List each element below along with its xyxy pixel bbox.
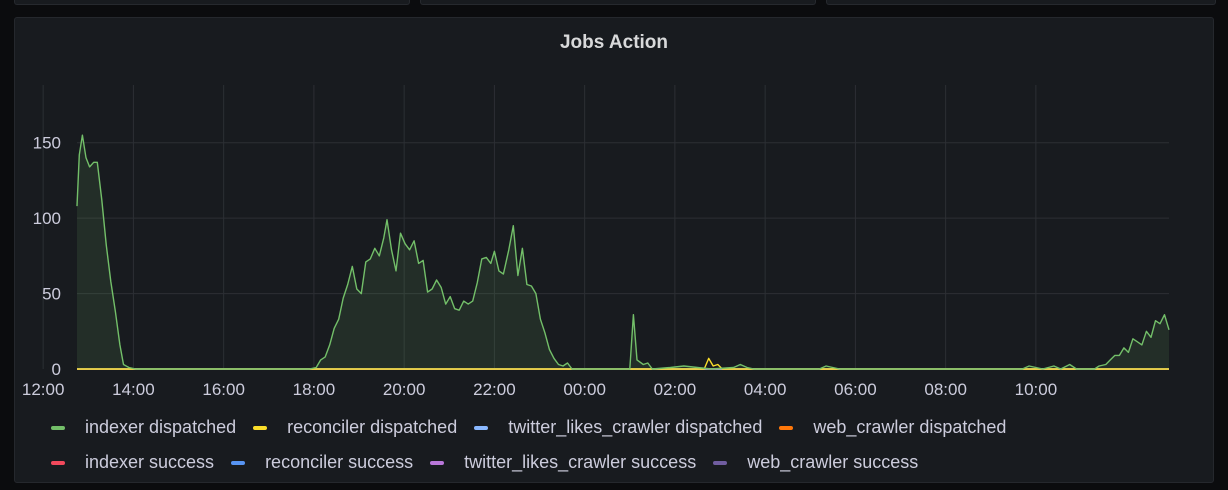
panel-above-1 (14, 0, 410, 5)
legend-item-indexer-success[interactable]: indexer success (51, 452, 214, 473)
legend-swatch-icon (474, 425, 489, 430)
legend-row-2: indexer success reconciler success twitter… (51, 445, 1191, 480)
x-tick-label-6: 02:00 (654, 380, 697, 399)
legend-swatch-icon (779, 425, 794, 430)
y-tick-label-2: 100 (33, 209, 61, 228)
jobs-action-panel[interactable]: Jobs Action 0 50 100 150 14:00 16:00 18:00 20:… (14, 17, 1214, 483)
legend-label: web_crawler dispatched (813, 417, 1007, 437)
legend-swatch-icon (713, 460, 728, 465)
panel-above-3 (826, 0, 1216, 5)
x-tick-label-3: 20:00 (383, 380, 426, 399)
legend-label: twitter_likes_crawler dispatched (508, 417, 763, 437)
legend-label: indexer dispatched (85, 417, 237, 437)
legend-swatch-icon (231, 460, 246, 465)
legend-item-reconciler-success[interactable]: reconciler success (231, 452, 413, 473)
x-tick-label-11: 12:00 (22, 380, 65, 399)
x-tick-label-2: 18:00 (293, 380, 336, 399)
y-tick-label-1: 50 (42, 285, 61, 304)
legend-label: reconciler success (265, 452, 414, 472)
series-line-indexer-dispatched[interactable] (76, 134, 1170, 370)
x-tick-label-9: 08:00 (924, 380, 967, 399)
panel-title[interactable]: Jobs Action (559, 32, 669, 53)
legend-item-reconciler-dispatched[interactable]: reconciler dispatched (253, 417, 457, 438)
chart-grid (42, 85, 1169, 370)
x-tick-label-5: 00:00 (563, 380, 606, 399)
legend-item-indexer-dispatched[interactable]: indexer dispatched (51, 417, 236, 438)
legend-item-web-crawler-dispatched[interactable]: web_crawler dispatched (779, 417, 1006, 438)
x-tick-label-0: 14:00 (112, 380, 155, 399)
legend-swatch-icon (253, 425, 268, 430)
x-axis: 14:00 16:00 18:00 20:00 22:00 00:00 02:00 04:00… (22, 380, 1057, 399)
legend-label: twitter_likes_crawler success (464, 452, 697, 472)
legend-item-web-crawler-success[interactable]: web_crawler success (713, 452, 918, 473)
legend-item-twitter-likes-crawler-dispatched[interactable]: twitter_likes_crawler dispatched (474, 417, 762, 438)
legend-row-1: indexer dispatched reconciler dispatched t… (51, 410, 1191, 445)
x-tick-label-1: 16:00 (202, 380, 245, 399)
y-tick-label-3: 150 (33, 134, 61, 153)
legend-item-twitter-likes-crawler-success[interactable]: twitter_likes_crawler success (430, 452, 696, 473)
time-series-chart[interactable]: 0 50 100 150 14:00 16:00 18:00 20:00 22:00 00:00… (15, 18, 1215, 408)
series-layer (76, 134, 1170, 370)
legend-label: web_crawler success (747, 452, 919, 472)
x-tick-label-10: 10:00 (1015, 380, 1058, 399)
panel-above-2 (420, 0, 816, 5)
series-line-reconciler-dispatched[interactable] (77, 357, 1169, 370)
x-tick-label-8: 06:00 (834, 380, 877, 399)
y-axis: 0 50 100 150 (33, 134, 61, 379)
legend: indexer dispatched reconciler dispatched t… (51, 410, 1191, 480)
x-tick-label-7: 04:00 (744, 380, 787, 399)
series-area-indexer-dispatched (77, 135, 1169, 369)
legend-swatch-icon (51, 460, 65, 465)
y-tick-label-0: 0 (52, 360, 61, 379)
legend-label: indexer success (85, 452, 215, 472)
x-tick-label-4: 22:00 (473, 380, 516, 399)
legend-swatch-icon (430, 460, 445, 465)
legend-swatch-icon (51, 425, 65, 430)
legend-label: reconciler dispatched (287, 417, 458, 437)
